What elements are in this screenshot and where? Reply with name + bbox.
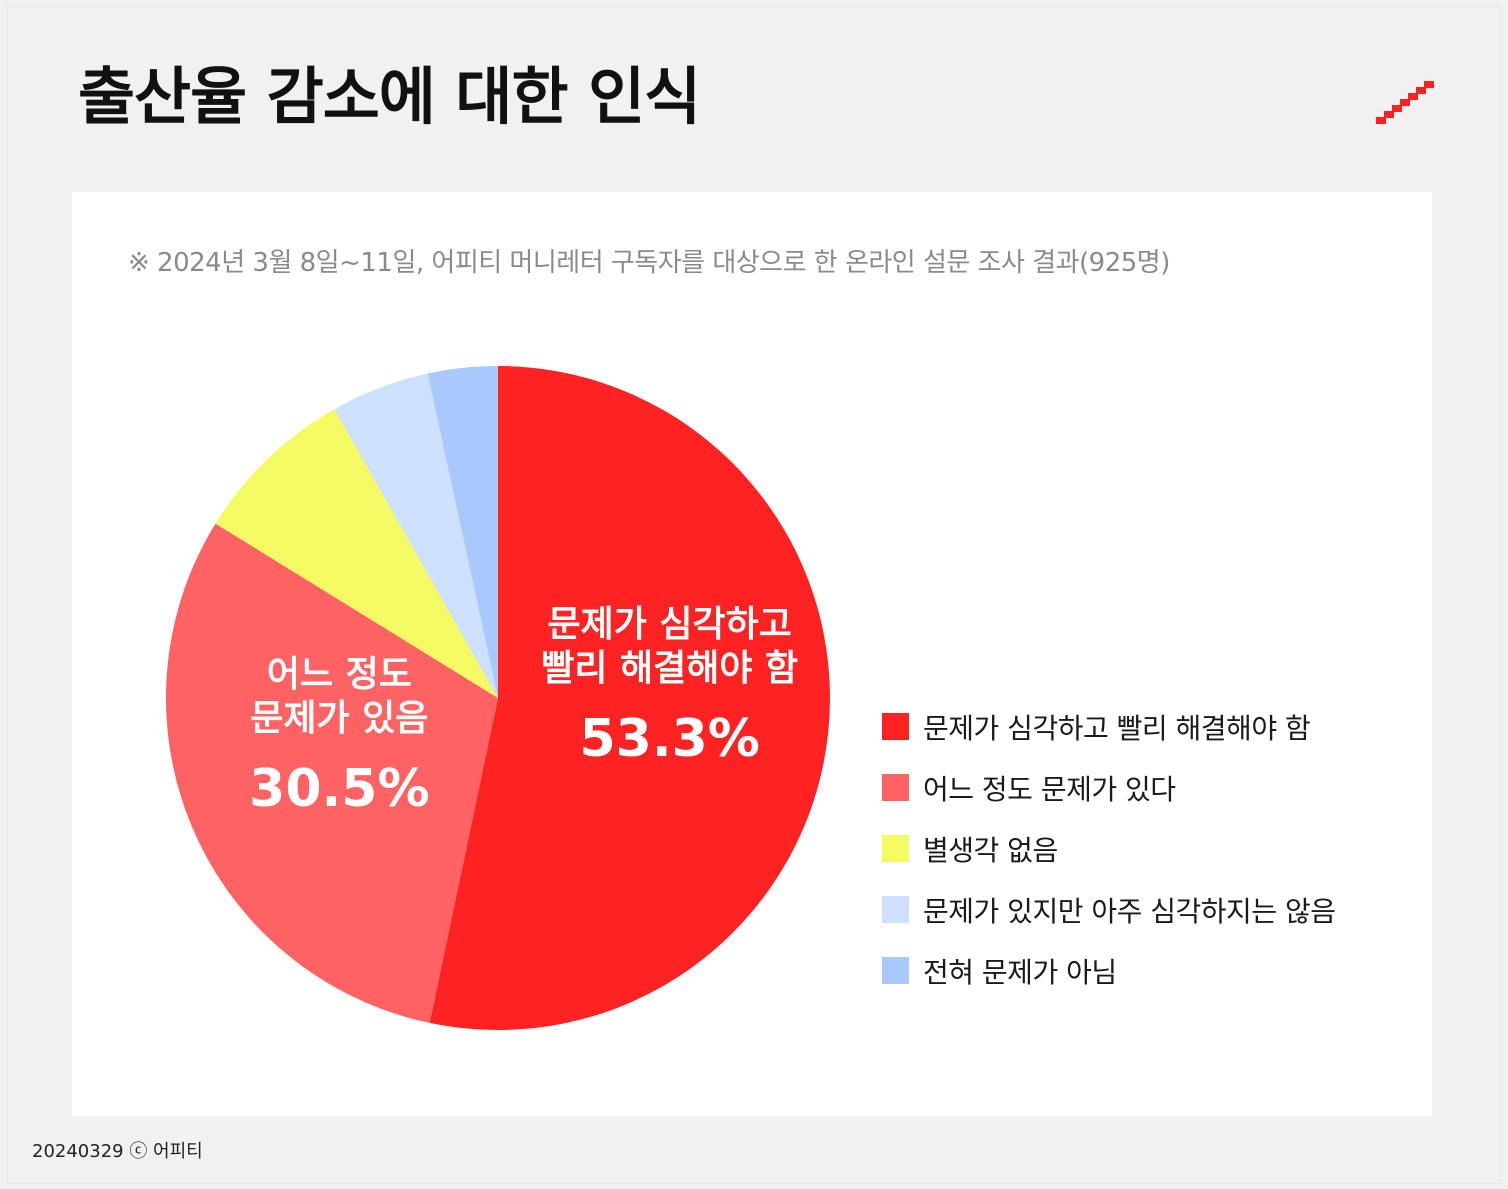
legend-item-2: 별생각 없음 bbox=[882, 818, 1336, 879]
legend-swatch-4 bbox=[882, 957, 909, 984]
legend-label-2: 별생각 없음 bbox=[923, 833, 1058, 867]
pie-slice-2 bbox=[215, 409, 498, 698]
pie-slice-0 bbox=[429, 366, 831, 1030]
legend-item-0: 문제가 심각하고 빨리 해결해야 함 bbox=[882, 696, 1336, 757]
slice-label-0-line-0: 문제가 심각하고 bbox=[548, 604, 792, 645]
page-title: 출산율 감소에 대한 인식 bbox=[78, 60, 701, 133]
legend-item-4: 전혀 문제가 아님 bbox=[882, 940, 1336, 1001]
survey-note: ※ 2024년 3월 8일~11일, 어피티 머니레터 구독자를 대상으로 한 … bbox=[128, 248, 1170, 278]
footer-copyright: 20240329 ⓒ 어피티 bbox=[32, 1141, 203, 1162]
legend-swatch-2 bbox=[882, 835, 909, 862]
slice-value-label-0: 53.3% bbox=[580, 709, 760, 769]
pie-slice-3 bbox=[334, 373, 498, 698]
legend-swatch-0 bbox=[882, 713, 909, 740]
slice-label-1-line-0: 어느 정도 bbox=[267, 654, 412, 695]
legend-label-0: 문제가 심각하고 빨리 해결해야 함 bbox=[923, 711, 1311, 745]
legend-label-1: 어느 정도 문제가 있다 bbox=[923, 772, 1176, 806]
slice-value-label-1: 30.5% bbox=[249, 759, 429, 819]
chart-card: ※ 2024년 3월 8일~11일, 어피티 머니레터 구독자를 대상으로 한 … bbox=[72, 192, 1432, 1116]
legend-label-3: 문제가 있지만 아주 심각하지는 않음 bbox=[923, 894, 1336, 928]
slice-label-0-line-1: 빨리 해결해야 함 bbox=[541, 648, 798, 689]
legend-swatch-1 bbox=[882, 774, 909, 801]
brand-stairs-logo-icon bbox=[1376, 81, 1434, 124]
legend-item-3: 문제가 있지만 아주 심각하지는 않음 bbox=[882, 879, 1336, 940]
pie-slice-4 bbox=[427, 366, 498, 698]
legend-item-1: 어느 정도 문제가 있다 bbox=[882, 757, 1336, 818]
pie-slice-1 bbox=[166, 523, 498, 1023]
slice-label-1-line-1: 문제가 있음 bbox=[250, 698, 428, 739]
legend-swatch-3 bbox=[882, 896, 909, 923]
legend-label-4: 전혀 문제가 아님 bbox=[923, 955, 1117, 989]
